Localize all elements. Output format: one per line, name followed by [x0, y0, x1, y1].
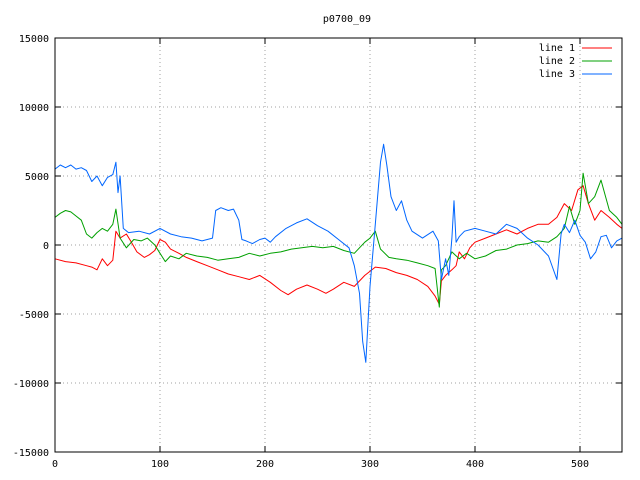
legend-label-3: line 3	[539, 69, 575, 80]
x-tick-label: 400	[466, 459, 484, 470]
x-axis-tick-labels: 0 100 200 300 400 500	[52, 459, 589, 470]
y-tick-label: 0	[43, 241, 49, 252]
legend-label-1: line 1	[539, 43, 575, 54]
y-tick-label: -15000	[13, 448, 49, 459]
chart-title: p0700_09	[323, 14, 371, 25]
x-tick-label: 0	[52, 459, 58, 470]
legend: line 1 line 2 line 3	[539, 43, 612, 80]
x-tick-label: 500	[571, 459, 589, 470]
y-tick-label: 15000	[19, 34, 49, 45]
y-tick-label: 10000	[19, 103, 49, 114]
series-line-2	[54, 172, 623, 308]
plot-frame	[54, 37, 623, 453]
x-tick-label: 200	[256, 459, 274, 470]
y-tick-label: -10000	[13, 379, 49, 390]
series-line-3	[54, 143, 623, 363]
legend-label-2: line 2	[539, 56, 575, 67]
x-tick-label: 300	[361, 459, 379, 470]
y-axis-tick-labels: -15000 -10000 -5000 0 5000 10000 15000	[13, 34, 49, 459]
series-layer	[54, 143, 623, 363]
x-tick-label: 100	[151, 459, 169, 470]
series-line-1	[54, 185, 623, 305]
y-tick-label: -5000	[19, 310, 49, 321]
y-tick-label: 5000	[25, 172, 49, 183]
grid	[55, 38, 622, 452]
axis-ticks	[54, 37, 622, 453]
